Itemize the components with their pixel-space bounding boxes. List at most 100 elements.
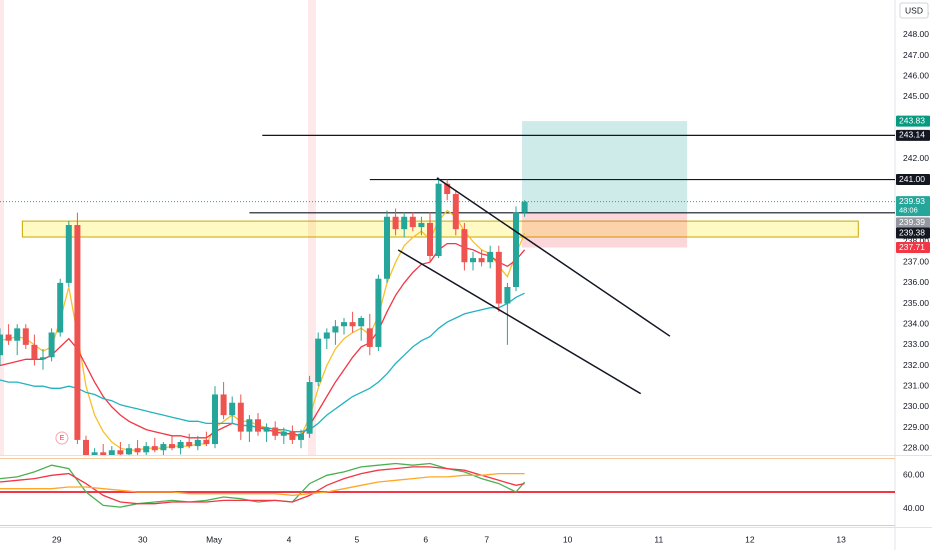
target-area (522, 121, 688, 213)
indicator-line (0, 472, 525, 497)
session-highlight (0, 0, 4, 455)
currency: USD (905, 5, 923, 15)
trend-line (436, 177, 671, 337)
y-tick-label: 233.00 (903, 339, 929, 349)
price-label-box (896, 242, 930, 254)
candle-body (272, 427, 279, 436)
candle-body (426, 222, 433, 257)
candle-body (31, 344, 38, 360)
countdown: 48:06 (899, 206, 918, 215)
x-tick-label: 11 (654, 534, 663, 544)
candle-body (358, 318, 365, 327)
candle-body (254, 419, 261, 432)
y-tick-label: 238.00 (903, 236, 929, 246)
indicator-line (0, 466, 525, 505)
candle-body (512, 212, 519, 288)
candle-body (461, 229, 468, 263)
candle-body (323, 332, 330, 339)
candle-body (229, 402, 236, 416)
y-tick-label: 242.00 (903, 153, 929, 163)
x-tick-label: 7 (484, 534, 489, 544)
candle-body (203, 439, 210, 445)
price-label: 239.38 (899, 227, 925, 237)
y-tick-label: 40.00 (903, 503, 925, 513)
candle-body (100, 452, 107, 455)
y-tick-label: 231.00 (903, 380, 929, 390)
candle-body (521, 201, 528, 213)
candle-body (237, 402, 244, 432)
candle-body (177, 441, 184, 449)
x-tick-label: 12 (745, 534, 755, 544)
y-tick-label: 232.00 (903, 360, 929, 370)
y-tick-label: 246.00 (903, 70, 929, 80)
y-tick-label: 60.00 (903, 470, 925, 480)
x-tick-label: 30 (138, 534, 148, 544)
x-tick-label: 29 (52, 534, 62, 544)
currency-box[interactable] (899, 2, 929, 19)
candle-body (297, 433, 304, 440)
candle-body (444, 183, 451, 195)
candle-body (65, 225, 72, 283)
candle-body (117, 450, 124, 455)
candle-body (315, 338, 322, 383)
candle-body (366, 328, 373, 347)
price-label: 241.00 (899, 174, 925, 184)
candle-body (91, 452, 98, 455)
y-tick-label: 247.00 (903, 50, 929, 60)
candle-body (160, 444, 167, 451)
candle-body (280, 431, 287, 436)
candle-body (452, 194, 459, 230)
candle-body (134, 448, 141, 453)
candle-body (22, 328, 29, 345)
event-marker (55, 431, 69, 445)
candle-body (487, 251, 494, 263)
candle-body (57, 282, 64, 333)
price-label-box (896, 115, 930, 127)
y-tick-label: 245.00 (903, 91, 929, 101)
candle-body (39, 357, 46, 360)
x-tick-label: 6 (423, 534, 428, 544)
price-label: 243.83 (899, 115, 925, 125)
candle-body (246, 419, 253, 432)
price-label: 239.93 (899, 196, 925, 206)
indicator-pane (0, 458, 895, 526)
x-tick-label: 5 (355, 534, 360, 544)
session-highlight (308, 0, 316, 455)
candle-body (478, 258, 485, 263)
candle-body (375, 278, 382, 347)
y-tick-label: 236.00 (903, 277, 929, 287)
axes: 228.00 229.00 230.00 231.00 232.00 233.00 234.… (52, 9, 930, 544)
price-label-box (896, 129, 930, 141)
x-tick-label: 4 (287, 534, 292, 544)
y-tick-label: 229.00 (903, 422, 929, 432)
price-label: 239.39 (899, 217, 925, 227)
candle-body (349, 322, 356, 327)
stop-area (522, 212, 688, 248)
candle-body (108, 450, 115, 455)
price-label: 243.14 (899, 130, 925, 140)
candle-body (125, 448, 132, 455)
candle-body (82, 439, 89, 455)
price-label-box (896, 227, 930, 239)
candle-body (263, 427, 270, 432)
candle-body (220, 394, 227, 416)
candle-body (340, 322, 347, 327)
candle-body (332, 326, 339, 333)
y-tick-label: 230.00 (903, 401, 929, 411)
candle-body (289, 431, 296, 440)
trend-line (397, 249, 642, 395)
x-tick-label: May (206, 534, 223, 544)
y-tick-label: 234.00 (903, 318, 929, 328)
moving-average (0, 292, 525, 433)
candle-body (306, 382, 313, 434)
x-tick-label: 10 (563, 534, 573, 544)
candle-body (48, 332, 55, 358)
y-tick-label: 237.00 (903, 256, 929, 266)
x-tick-label: 13 (836, 534, 846, 544)
candle-body (504, 287, 511, 304)
y-tick-label: 248.00 (903, 29, 929, 39)
main-pane: E (0, 121, 895, 455)
price-label: 237.71 (899, 242, 925, 252)
price-label-box (896, 174, 930, 186)
